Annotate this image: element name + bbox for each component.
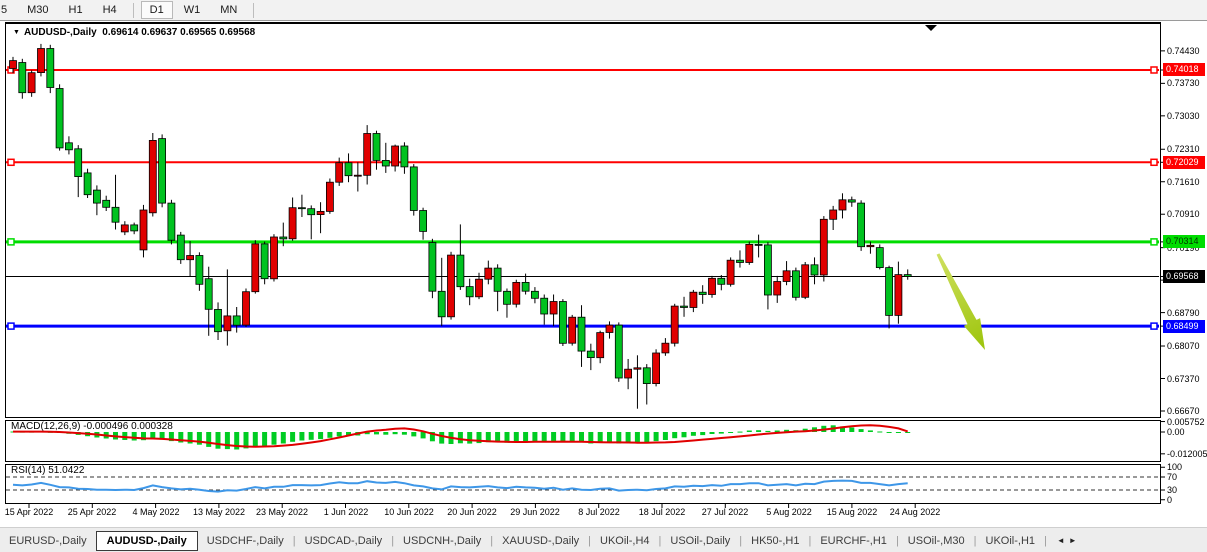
rsi-label: RSI(14) 51.0422 bbox=[11, 465, 85, 476]
price-tick-label: 0.70190 bbox=[1167, 243, 1200, 253]
tab-separator: | bbox=[391, 534, 395, 547]
chart-dropdown-icon[interactable]: ▼ bbox=[13, 29, 20, 36]
tab-separator: | bbox=[292, 534, 296, 547]
date-label: 4 May 2022 bbox=[132, 507, 180, 517]
date-label: 1 Jun 2022 bbox=[323, 507, 369, 517]
chart-tab-ukoil-h4[interactable]: UKOil-,H4 bbox=[600, 534, 650, 547]
chart-ohlc-values: 0.69614 0.69637 0.69565 0.69568 bbox=[102, 27, 256, 38]
chart-tab-ukoil-h1[interactable]: UKOil-,H1 bbox=[985, 534, 1036, 547]
rsi-tick-label: 30 bbox=[1167, 485, 1178, 495]
toolbar-separator bbox=[132, 2, 134, 18]
chart-tab-hk50-h1[interactable]: HK50-,H1 bbox=[751, 534, 800, 547]
chart-tab-usdchf-daily[interactable]: USDCHF-,Daily bbox=[206, 534, 284, 547]
timeframe-button-h4[interactable]: H4 bbox=[102, 4, 117, 16]
macd-tick-label: 0.005752 bbox=[1167, 417, 1205, 427]
pivot-line-green-price-badge: 0.70314 bbox=[1163, 235, 1205, 248]
macd-label: MACD(12,26,9) -0.000496 0.000328 bbox=[11, 421, 173, 432]
rsi-tick-label: 100 bbox=[1167, 462, 1183, 472]
toolbar-separator bbox=[253, 2, 255, 18]
support-line-blue-price-badge: 0.68499 bbox=[1163, 320, 1205, 333]
rsi-tick-label: 0 bbox=[1167, 495, 1173, 505]
macd-signal-value: 0.000328 bbox=[131, 421, 173, 432]
tab-separator: | bbox=[973, 534, 977, 547]
tab-scroll-arrows[interactable]: ◄► bbox=[1056, 536, 1081, 545]
date-label: 27 Jul 2022 bbox=[701, 507, 749, 517]
date-label: 8 Jul 2022 bbox=[578, 507, 620, 517]
price-tick-label: 0.72310 bbox=[1167, 144, 1200, 154]
price-tick-label: 0.73730 bbox=[1167, 78, 1200, 88]
chart-tab-eurusd-daily[interactable]: EURUSD-,Daily bbox=[9, 534, 87, 547]
chart-tab-xauusd-daily[interactable]: XAUUSD-,Daily bbox=[502, 534, 580, 547]
tab-separator: | bbox=[588, 534, 592, 547]
price-tick-label: 0.74430 bbox=[1167, 46, 1200, 56]
timeframe-button-w1[interactable]: W1 bbox=[183, 4, 201, 16]
price-tick-label: 0.68070 bbox=[1167, 341, 1200, 351]
chart-tab-bar: EURUSD-,Daily AUDUSD-,Daily USDCHF-,Daily |… bbox=[0, 527, 1207, 552]
macd-tick-label: -0.012005 bbox=[1167, 449, 1207, 459]
date-label: 10 Jun 2022 bbox=[384, 507, 434, 517]
price-tick-label: 0.66670 bbox=[1167, 406, 1200, 416]
chart-tab-usoil-m30[interactable]: USOil-,M30 bbox=[907, 534, 965, 547]
date-label: 24 Aug 2022 bbox=[889, 507, 941, 517]
price-tick-label: 0.73030 bbox=[1167, 111, 1200, 121]
price-tick-label: 0.71610 bbox=[1167, 177, 1200, 187]
chart-title: ▼ AUDUSD-,Daily 0.69614 0.69637 0.69565 0… bbox=[13, 27, 255, 38]
chart-symbol-label: AUDUSD-,Daily bbox=[23, 27, 97, 38]
date-label: 25 Apr 2022 bbox=[67, 507, 117, 517]
date-label: 20 Jun 2022 bbox=[447, 507, 497, 517]
tab-separator: | bbox=[739, 534, 743, 547]
chart-tab-usoil-daily[interactable]: USOil-,Daily bbox=[670, 534, 731, 547]
macd-panel[interactable] bbox=[5, 420, 1161, 462]
chart-tab-eurchf-h1[interactable]: EURCHF-,H1 bbox=[820, 534, 887, 547]
current-price-badge: 0.69568 bbox=[1163, 270, 1205, 283]
tab-separator: | bbox=[658, 534, 662, 547]
date-label: 13 May 2022 bbox=[192, 507, 246, 517]
rsi-value: 51.0422 bbox=[48, 465, 85, 476]
rsi-panel[interactable] bbox=[5, 464, 1161, 504]
rsi-tick-label: 70 bbox=[1167, 472, 1178, 482]
main-chart-panel[interactable] bbox=[5, 22, 1161, 418]
timeframe-button-mn[interactable]: MN bbox=[220, 4, 238, 16]
date-label: 29 Jun 2022 bbox=[510, 507, 560, 517]
date-label: 18 Jul 2022 bbox=[638, 507, 686, 517]
price-tick-label: 0.68790 bbox=[1167, 308, 1200, 318]
resistance-line-lower-price-badge: 0.72029 bbox=[1163, 156, 1205, 169]
resistance-line-upper-price-badge: 0.74018 bbox=[1163, 63, 1205, 76]
chart-tab-audusd-daily[interactable]: AUDUSD-,Daily bbox=[95, 530, 198, 551]
date-label: 15 Aug 2022 bbox=[826, 507, 878, 517]
date-label: 23 May 2022 bbox=[255, 507, 309, 517]
timeframe-button-m30[interactable]: M30 bbox=[27, 4, 49, 16]
tab-separator: | bbox=[1044, 534, 1047, 547]
timeframe-button-h1[interactable]: H1 bbox=[68, 4, 83, 16]
macd-main-value: -0.000496 bbox=[83, 421, 129, 432]
chart-tab-usdcad-daily[interactable]: USDCAD-,Daily bbox=[304, 534, 383, 547]
date-label: 15 Apr 2022 bbox=[4, 507, 54, 517]
price-tick-label: 0.67370 bbox=[1167, 374, 1200, 384]
price-tick-label: 0.70910 bbox=[1167, 209, 1200, 219]
timeframe-button-5[interactable]: 5 bbox=[1, 4, 8, 16]
tab-separator: | bbox=[808, 534, 812, 547]
date-label: 5 Aug 2022 bbox=[766, 507, 812, 517]
chart-tab-usdcnh-daily[interactable]: USDCNH-,Daily bbox=[403, 534, 482, 547]
macd-tick-label: 0.00 bbox=[1167, 427, 1185, 437]
timeframe-toolbar: 5 M30 H1 H4 D1 W1 MN bbox=[0, 0, 1207, 21]
tab-separator: | bbox=[895, 534, 899, 547]
timeframe-button-d1[interactable]: D1 bbox=[140, 1, 173, 19]
tab-separator: | bbox=[490, 534, 494, 547]
